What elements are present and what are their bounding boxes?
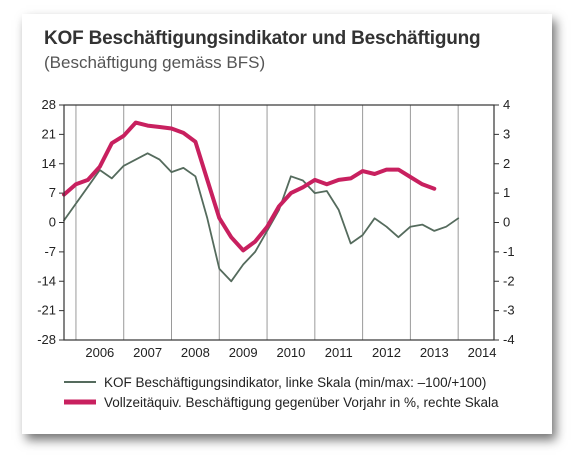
legend-item-kof: KOF Beschäftigungsindikator, linke Skala… xyxy=(64,374,486,390)
left-tick-label: 21 xyxy=(42,126,56,141)
legend-label-employment: Vollzeitäquiv. Beschäftigung gegenüber V… xyxy=(104,394,499,410)
left-tick-label: 14 xyxy=(42,156,56,171)
right-tick-label: -1 xyxy=(503,244,515,259)
kof-indicator-line xyxy=(63,152,460,283)
right-tick-label: 2 xyxy=(503,156,510,171)
chart-subtitle: (Beschäftigung gemäss BFS) xyxy=(44,53,266,72)
x-tick-label: 2011 xyxy=(325,345,353,360)
x-tick-label: 2010 xyxy=(276,345,305,360)
right-tick-label: -2 xyxy=(503,273,515,288)
left-tick-label: -14 xyxy=(37,273,56,288)
left-tick-label: -21 xyxy=(37,303,56,318)
left-tick-label: -7 xyxy=(44,244,56,259)
right-tick-label: -3 xyxy=(503,303,515,318)
right-tick-label: -4 xyxy=(503,332,515,347)
x-tick-label: 2007 xyxy=(133,345,162,360)
right-tick-label: 4 xyxy=(503,97,510,112)
right-tick-label: 1 xyxy=(503,185,510,200)
x-tick-label: 2008 xyxy=(181,345,210,360)
x-tick-label: 2006 xyxy=(85,345,114,360)
left-tick-label: -28 xyxy=(37,332,56,347)
x-tick-label: 2012 xyxy=(372,345,401,360)
chart-title: KOF Beschäftigungsindikator und Beschäft… xyxy=(44,28,481,49)
right-tick-label: 0 xyxy=(503,215,510,230)
chart-card xyxy=(22,14,552,434)
plot-frame xyxy=(63,104,495,341)
legend-swatch-kof xyxy=(64,381,96,383)
legend-item-employment: Vollzeitäquiv. Beschäftigung gegenüber V… xyxy=(64,394,499,410)
x-tick-label: 2014 xyxy=(468,345,497,360)
employment-line xyxy=(62,120,437,253)
legend-swatch-employment xyxy=(64,399,96,405)
left-tick-label: 0 xyxy=(49,215,56,230)
right-tick-label: 3 xyxy=(503,126,510,141)
x-tick-label: 2013 xyxy=(420,345,449,360)
left-tick-label: 28 xyxy=(42,97,56,112)
x-tick-label: 2009 xyxy=(229,345,258,360)
legend-label-kof: KOF Beschäftigungsindikator, linke Skala… xyxy=(104,374,487,390)
left-tick-label: 7 xyxy=(49,185,56,200)
